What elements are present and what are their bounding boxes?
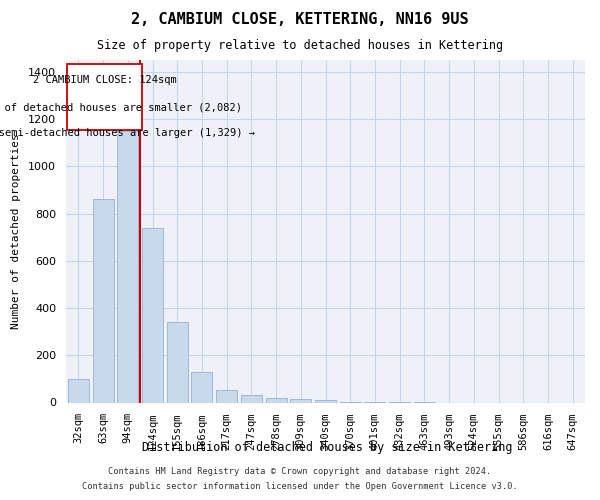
Y-axis label: Number of detached properties: Number of detached properties — [11, 134, 21, 329]
Text: Size of property relative to detached houses in Kettering: Size of property relative to detached ho… — [97, 39, 503, 52]
Bar — [117, 131, 138, 402]
Bar — [315, 400, 336, 402]
Text: 2 CAMBIUM CLOSE: 124sqm: 2 CAMBIUM CLOSE: 124sqm — [33, 76, 176, 86]
Bar — [167, 322, 188, 402]
Bar — [68, 379, 89, 402]
FancyBboxPatch shape — [67, 64, 142, 130]
Text: Distribution of detached houses by size in Kettering: Distribution of detached houses by size … — [142, 441, 512, 454]
Bar — [92, 200, 113, 402]
Bar — [290, 399, 311, 402]
Bar — [266, 398, 287, 402]
Bar — [216, 390, 237, 402]
Text: 39% of semi-detached houses are larger (1,329) →: 39% of semi-detached houses are larger (… — [0, 128, 254, 138]
Bar — [191, 372, 212, 402]
Text: ← 61% of detached houses are smaller (2,082): ← 61% of detached houses are smaller (2,… — [0, 102, 242, 113]
Bar — [241, 396, 262, 402]
Text: Contains public sector information licensed under the Open Government Licence v3: Contains public sector information licen… — [82, 482, 518, 491]
Bar — [142, 228, 163, 402]
Text: Contains HM Land Registry data © Crown copyright and database right 2024.: Contains HM Land Registry data © Crown c… — [109, 467, 491, 476]
Text: 2, CAMBIUM CLOSE, KETTERING, NN16 9US: 2, CAMBIUM CLOSE, KETTERING, NN16 9US — [131, 12, 469, 28]
